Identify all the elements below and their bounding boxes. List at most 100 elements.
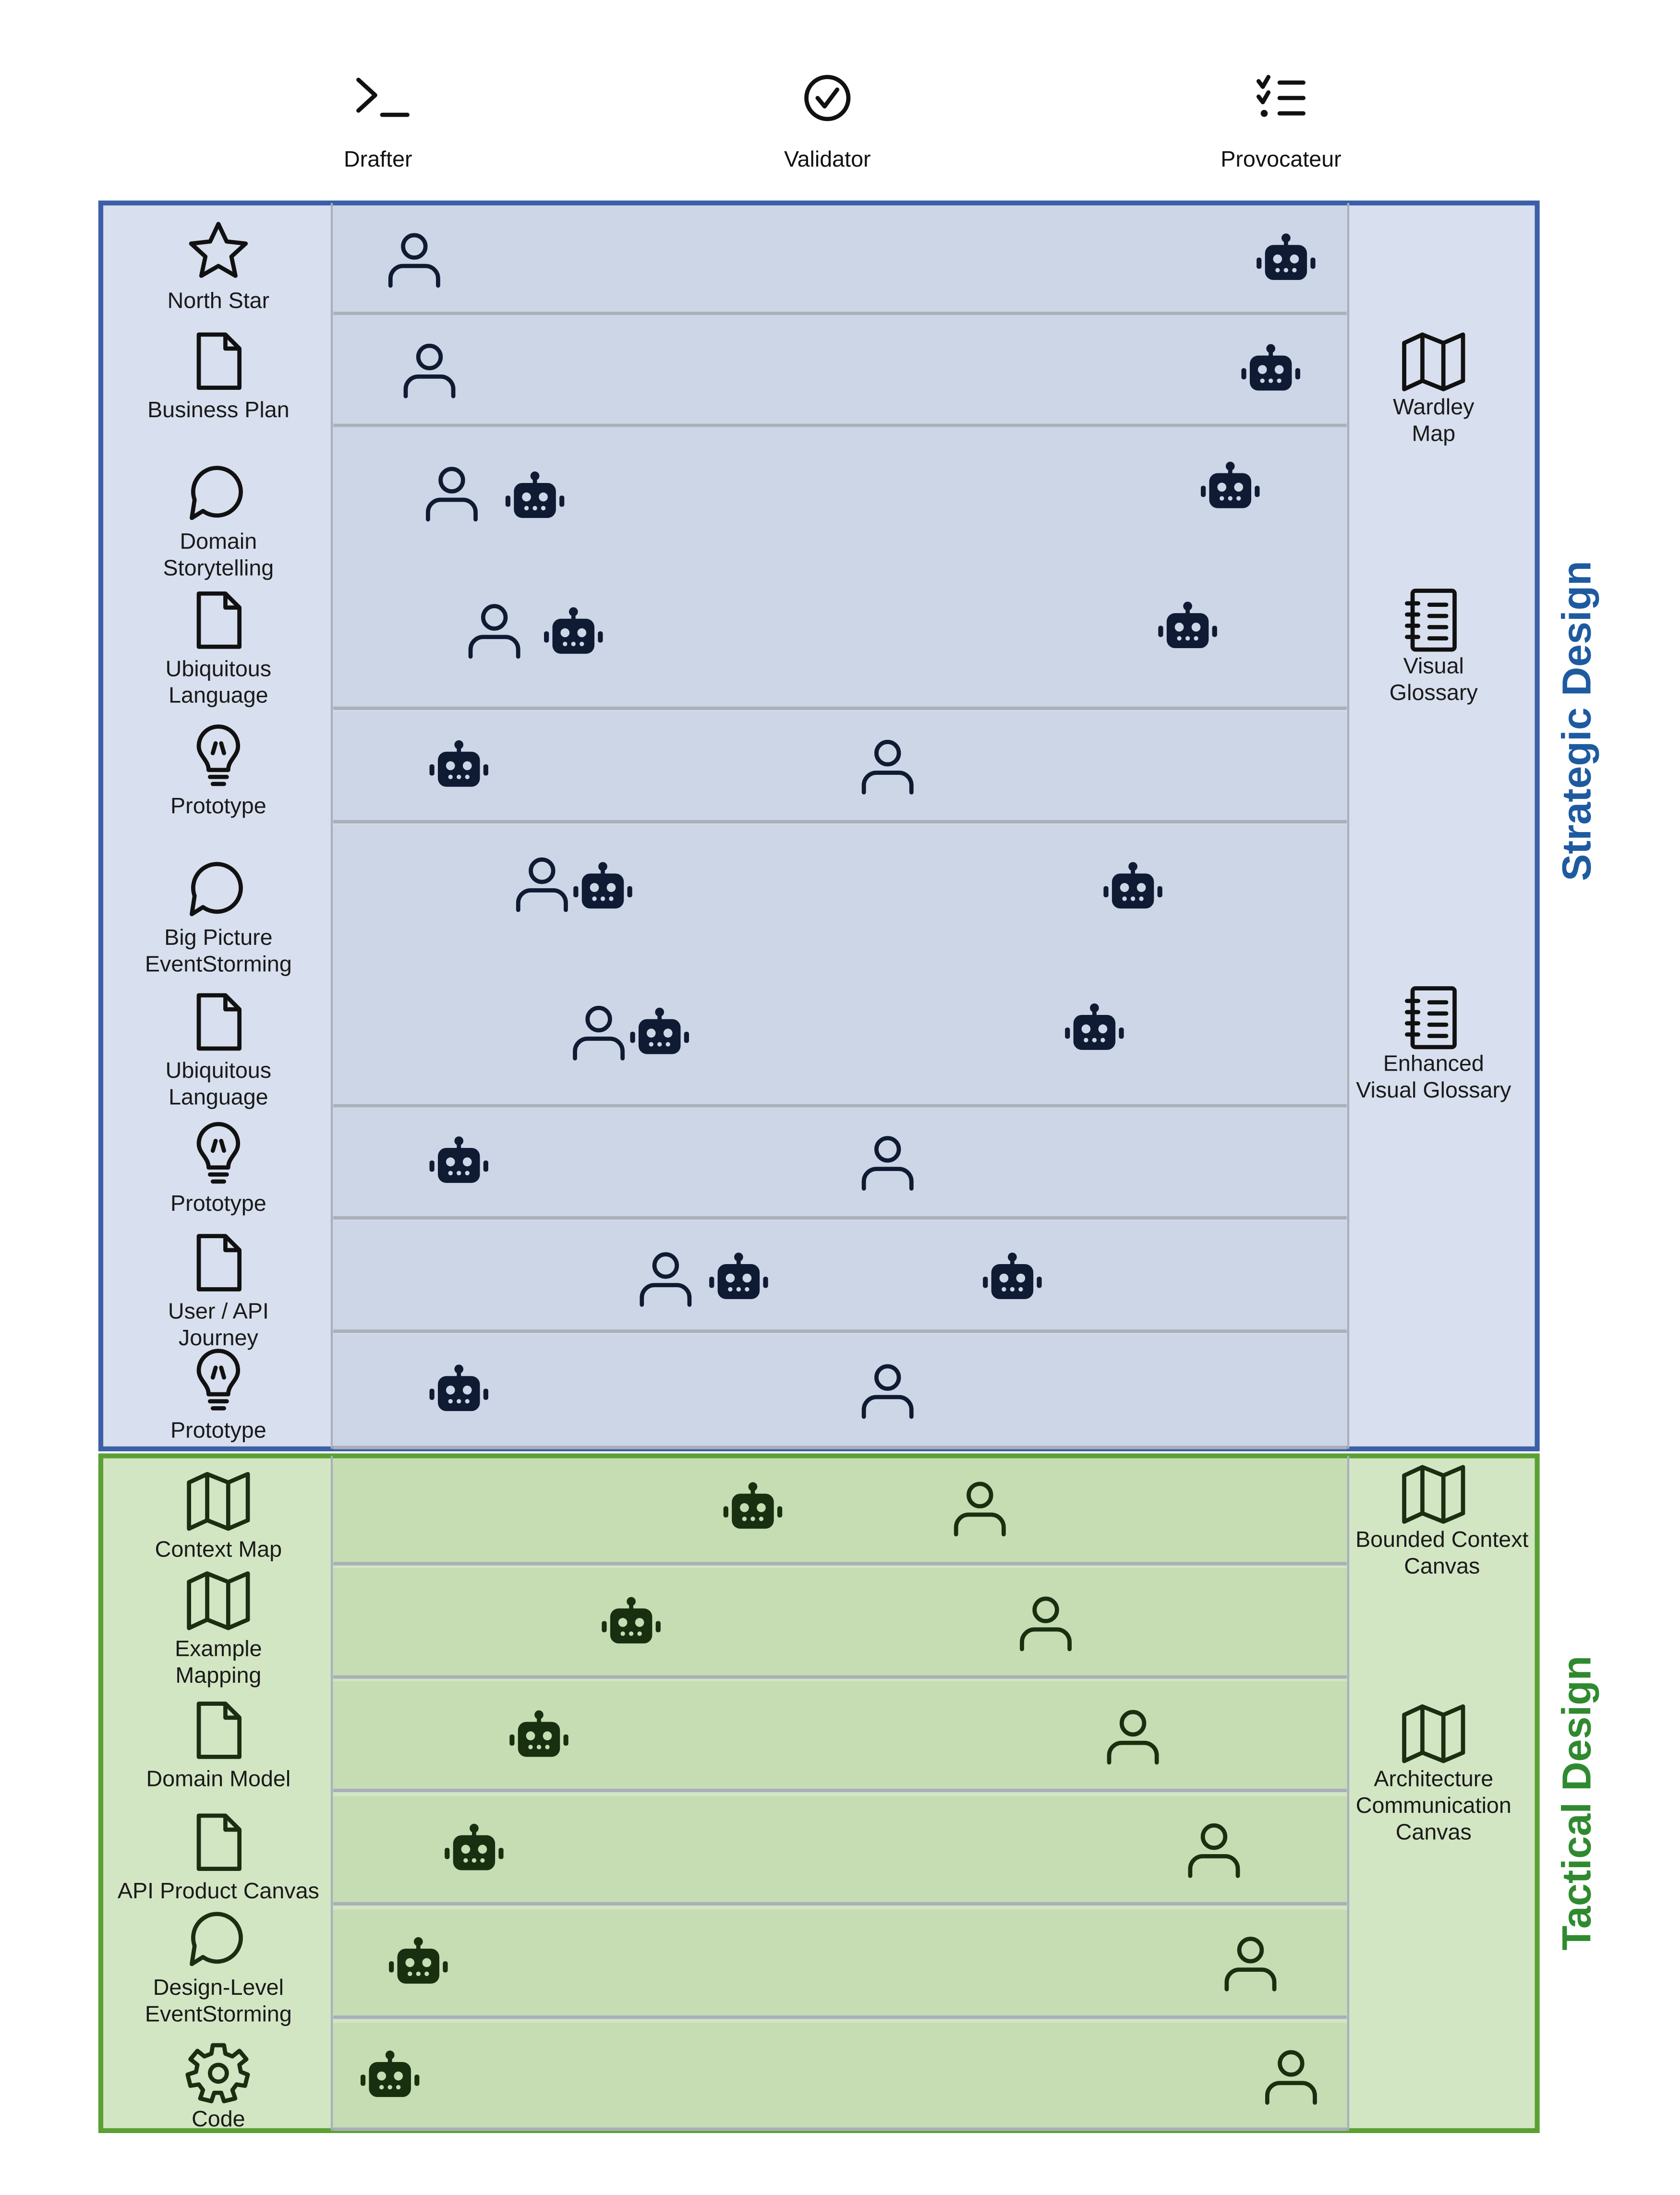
right-item-label: Architecture — [1374, 1766, 1493, 1791]
chat-bubble-icon — [190, 466, 243, 520]
robot-icon — [544, 607, 603, 654]
robot-icon — [602, 1597, 661, 1644]
lane-background — [333, 315, 1347, 424]
right-item-label: Bounded Context — [1355, 1527, 1528, 1552]
lane-row — [360, 2050, 1317, 2105]
person-icon — [1107, 1710, 1159, 1765]
checklist-icon — [1256, 74, 1306, 117]
notebook-icon — [1405, 986, 1457, 1049]
chat-bubble-icon — [190, 862, 243, 917]
map-icon — [1402, 332, 1465, 391]
lane-row — [389, 1937, 1277, 1991]
lane-row — [509, 1710, 1159, 1765]
person-icon — [640, 1252, 692, 1307]
left-item-label: Ubiquitous — [166, 1058, 271, 1083]
lane-row — [388, 233, 1316, 288]
person-icon — [426, 467, 478, 522]
lane-background — [333, 1568, 1347, 1676]
left-item-label: Example — [175, 1636, 262, 1661]
robot-icon — [1158, 602, 1217, 649]
left-item: Code — [185, 2043, 250, 2131]
left-item-label: API Product Canvas — [118, 1878, 319, 1903]
robot-icon — [389, 1937, 448, 1984]
person-icon — [403, 343, 456, 398]
left-item-label: Prototype — [170, 1418, 266, 1443]
gear-icon — [185, 2043, 250, 2104]
role-header: Drafter Validator Provocateur — [344, 74, 1342, 171]
left-item-label: Context Map — [155, 1536, 282, 1561]
right-item-label: Canvas — [1396, 1819, 1472, 1844]
left-item-label: EventStorming — [145, 952, 292, 977]
right-item-label: Enhanced — [1383, 1051, 1484, 1076]
lane-background — [333, 824, 1347, 1105]
left-item: Business Plan — [147, 332, 290, 422]
robot-icon — [1103, 862, 1162, 909]
left-item-label: North Star — [168, 288, 270, 313]
left-item-label: User / API — [168, 1299, 269, 1324]
left-item-label: Ubiquitous — [166, 656, 271, 681]
document-icon — [196, 332, 242, 390]
role-label: Validator — [784, 146, 871, 171]
lane-background — [333, 1909, 1347, 2016]
robot-icon — [983, 1253, 1042, 1299]
right-item-label: Communication — [1356, 1793, 1511, 1818]
lane-background — [333, 1107, 1347, 1217]
lane-background — [333, 1681, 1347, 1789]
lane-row — [445, 1823, 1240, 1878]
lightbulb-icon — [196, 1349, 241, 1411]
left-item-label: Design-Level — [153, 1975, 284, 2000]
right-item-label: Visual — [1403, 653, 1464, 678]
left-item: Prototype — [170, 724, 266, 818]
map-icon — [187, 1571, 250, 1630]
right-item-label: Visual Glossary — [1356, 1077, 1511, 1102]
robot-icon — [630, 1007, 689, 1054]
left-item-label: Journey — [179, 1325, 259, 1350]
left-item: Prototype — [170, 1122, 266, 1216]
role-validator: Validator — [784, 74, 871, 171]
left-item-label: Code — [192, 2106, 245, 2131]
person-icon — [1020, 1596, 1072, 1652]
lane-row — [468, 602, 1217, 659]
strategic-design-section: North Star Business Plan DomainStorytellin… — [98, 200, 1599, 1451]
person-icon — [861, 1364, 914, 1419]
lane-row — [403, 343, 1300, 398]
lane-background — [333, 711, 1347, 820]
left-item-label: Big Picture — [164, 925, 273, 950]
check-circle-icon — [804, 74, 851, 121]
person-icon — [1188, 1823, 1240, 1878]
lane-background — [333, 2023, 1347, 2128]
robot-icon — [1065, 1003, 1124, 1050]
person-icon — [861, 740, 914, 795]
tactical-design-title: Tactical Design — [1553, 1656, 1599, 1951]
robot-icon — [509, 1710, 568, 1757]
role-label: Drafter — [344, 146, 412, 171]
lane-row — [429, 1364, 914, 1419]
document-icon — [196, 1701, 242, 1759]
document-icon — [196, 591, 242, 649]
left-item-label: Language — [169, 683, 268, 708]
lane-row — [429, 1136, 914, 1191]
left-item: API Product Canvas — [118, 1813, 319, 1903]
strategic-design-title: Strategic Design — [1553, 561, 1599, 881]
role-provocateur: Provocateur — [1221, 74, 1342, 171]
left-item-label: Storytelling — [163, 555, 274, 580]
lane-background — [333, 1334, 1347, 1447]
document-icon — [196, 1234, 242, 1291]
lane-row — [640, 1252, 1042, 1307]
right-item-label: Map — [1412, 421, 1455, 446]
role-drafter: Drafter — [344, 77, 412, 171]
robot-icon — [429, 740, 488, 787]
terminal-prompt-icon — [356, 77, 410, 117]
lane-background — [333, 205, 1347, 313]
